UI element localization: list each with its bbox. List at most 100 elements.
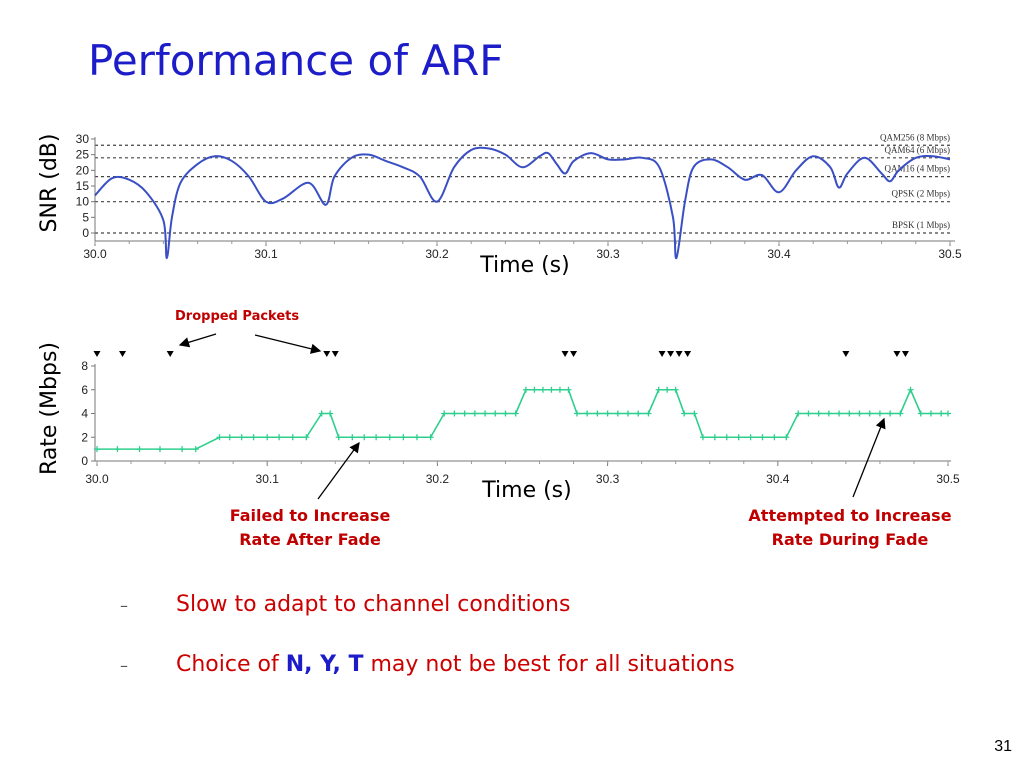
rate-marker — [897, 410, 904, 417]
dropped-packet-marker — [166, 351, 174, 357]
rate-marker — [635, 410, 642, 417]
rate-marker — [846, 410, 853, 417]
threshold-label: QAM256 (8 Mbps) — [880, 132, 950, 142]
rate-marker — [938, 410, 945, 417]
threshold-label: BPSK (1 Mbps) — [892, 220, 950, 230]
sep-1: , — [304, 652, 321, 677]
rate-marker — [512, 410, 519, 417]
x-tick-label: 30.4 — [766, 472, 790, 486]
x-tick-label: 30.1 — [256, 472, 280, 486]
failed-line-1: Failed to Increase — [229, 506, 391, 525]
threshold-label: QPSK (2 Mbps) — [891, 189, 950, 199]
dropped-packet-marker — [323, 351, 331, 357]
annotation-arrow — [852, 417, 886, 498]
rate-marker — [759, 434, 766, 441]
rate-marker — [303, 434, 310, 441]
y-tick-label: 15 — [76, 179, 90, 193]
y-tick-label: 2 — [81, 430, 88, 444]
y-tick-label: 20 — [76, 163, 90, 177]
dropped-packet-marker — [119, 351, 127, 357]
rate-marker — [318, 410, 325, 417]
rate-marker — [373, 434, 380, 441]
rate-marker — [502, 410, 509, 417]
rate-marker — [691, 410, 698, 417]
rate-marker — [539, 386, 546, 393]
dropped-packet-marker — [842, 351, 850, 357]
rate-marker — [492, 410, 499, 417]
rate-marker — [276, 434, 283, 441]
sep-2: , — [332, 652, 349, 677]
rate-marker — [238, 434, 245, 441]
rate-marker — [136, 446, 143, 453]
rate-marker — [327, 410, 334, 417]
rate-marker — [805, 410, 812, 417]
attempted-line-1: Attempted to Increase — [748, 506, 952, 525]
rate-marker — [672, 386, 679, 393]
rate-marker — [735, 434, 742, 441]
y-tick-label: 0 — [81, 454, 88, 468]
dropped-packet-marker — [684, 351, 692, 357]
bullet-dash: – — [120, 596, 128, 615]
rate-marker — [771, 434, 778, 441]
y-tick-label: 5 — [82, 210, 89, 224]
param-t: T — [348, 652, 364, 677]
attempted-to-increase-label: Attempted to Increase Rate During Fade — [720, 504, 980, 552]
dropped-packet-marker — [570, 351, 578, 357]
rate-marker — [604, 410, 611, 417]
rate-marker — [699, 434, 706, 441]
rate-marker — [856, 410, 863, 417]
rate-marker — [625, 410, 632, 417]
rate-marker — [614, 410, 621, 417]
bullet-1-text: Slow to adapt to channel conditions — [176, 592, 571, 617]
rate-line — [97, 387, 948, 450]
x-tick-label: 30.4 — [767, 247, 791, 261]
rate-marker — [192, 446, 199, 453]
rate-chart: 0 2 4 6 8 30.0 30.1 30.2 30.3 30.4 30.5 Rate (Mbps)… — [37, 342, 960, 503]
bullet-2-prefix: Choice of — [176, 652, 286, 677]
rate-marker — [747, 434, 754, 441]
threshold-label: QAM64 (6 Mbps) — [884, 145, 950, 155]
rate-marker — [94, 446, 100, 453]
rate-marker — [250, 434, 257, 441]
rate-marker — [531, 386, 538, 393]
rate-marker — [556, 386, 563, 393]
rate-marker — [815, 410, 822, 417]
dropped-packet-marker — [901, 351, 909, 357]
x-tick-label: 30.1 — [254, 247, 278, 261]
rate-marker — [179, 446, 186, 453]
rate-marker — [887, 410, 894, 417]
rate-marker — [289, 434, 296, 441]
rate-marker — [573, 410, 580, 417]
page-number: 31 — [994, 738, 1012, 755]
dropped-packets-label: Dropped Packets — [175, 309, 300, 324]
rate-marker — [461, 410, 468, 417]
x-tick-label: 30.3 — [596, 472, 620, 486]
rate-marker — [866, 410, 873, 417]
bullet-2-suffix: may not be best for all situations — [363, 652, 735, 677]
rate-marker — [361, 434, 368, 441]
x-tick-label: 30.2 — [426, 472, 450, 486]
attempted-line-2: Rate During Fade — [771, 530, 929, 549]
y-tick-label: 6 — [81, 383, 88, 397]
bullet-2: – Choice of N, Y, T may not be best for a… — [120, 652, 735, 677]
x-tick-label: 30.5 — [938, 247, 962, 261]
rate-marker — [451, 410, 458, 417]
dropped-packet-marker — [658, 351, 666, 357]
param-y: Y — [320, 652, 333, 677]
rate-marker — [441, 410, 448, 417]
x-tick-label: 30.5 — [936, 472, 960, 486]
rate-marker — [681, 410, 688, 417]
dropped-packet-marker — [675, 351, 683, 357]
failed-line-2: Rate After Fade — [239, 530, 381, 549]
x-tick-label: 30.0 — [83, 247, 107, 261]
x-tick-label: 30.2 — [425, 247, 449, 261]
rate-marker — [400, 434, 407, 441]
bullet-1: – Slow to adapt to channel conditions — [120, 592, 570, 617]
rate-marker — [917, 410, 924, 417]
rate-marker — [836, 410, 843, 417]
rate-marker — [216, 434, 223, 441]
rate-marker — [795, 410, 802, 417]
rate-marker — [226, 434, 233, 441]
rate-marker — [655, 386, 662, 393]
